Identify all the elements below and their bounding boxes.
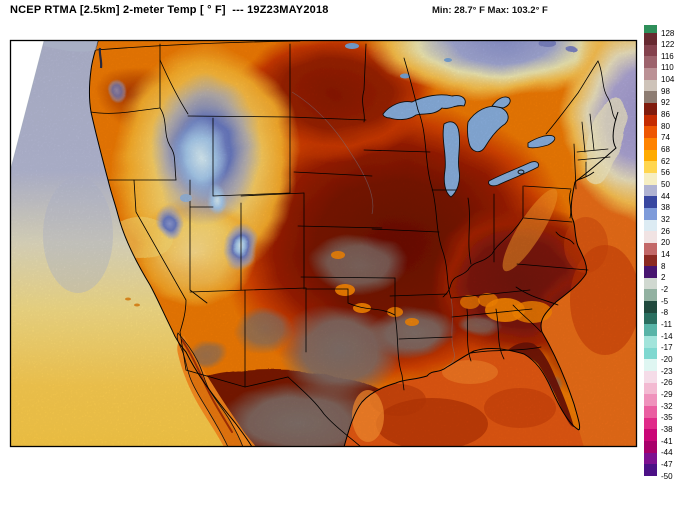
- min-max-readout: Min: 28.7° F Max: 103.2° F: [432, 5, 548, 16]
- map-title: NCEP RTMA [2.5km] 2-meter Temp [ ° F] --…: [10, 4, 329, 16]
- grid-edge: [11, 41, 45, 169]
- map-frame: [9, 39, 638, 448]
- dither-texture: [11, 41, 636, 446]
- bc-coast-strip: [44, 41, 98, 52]
